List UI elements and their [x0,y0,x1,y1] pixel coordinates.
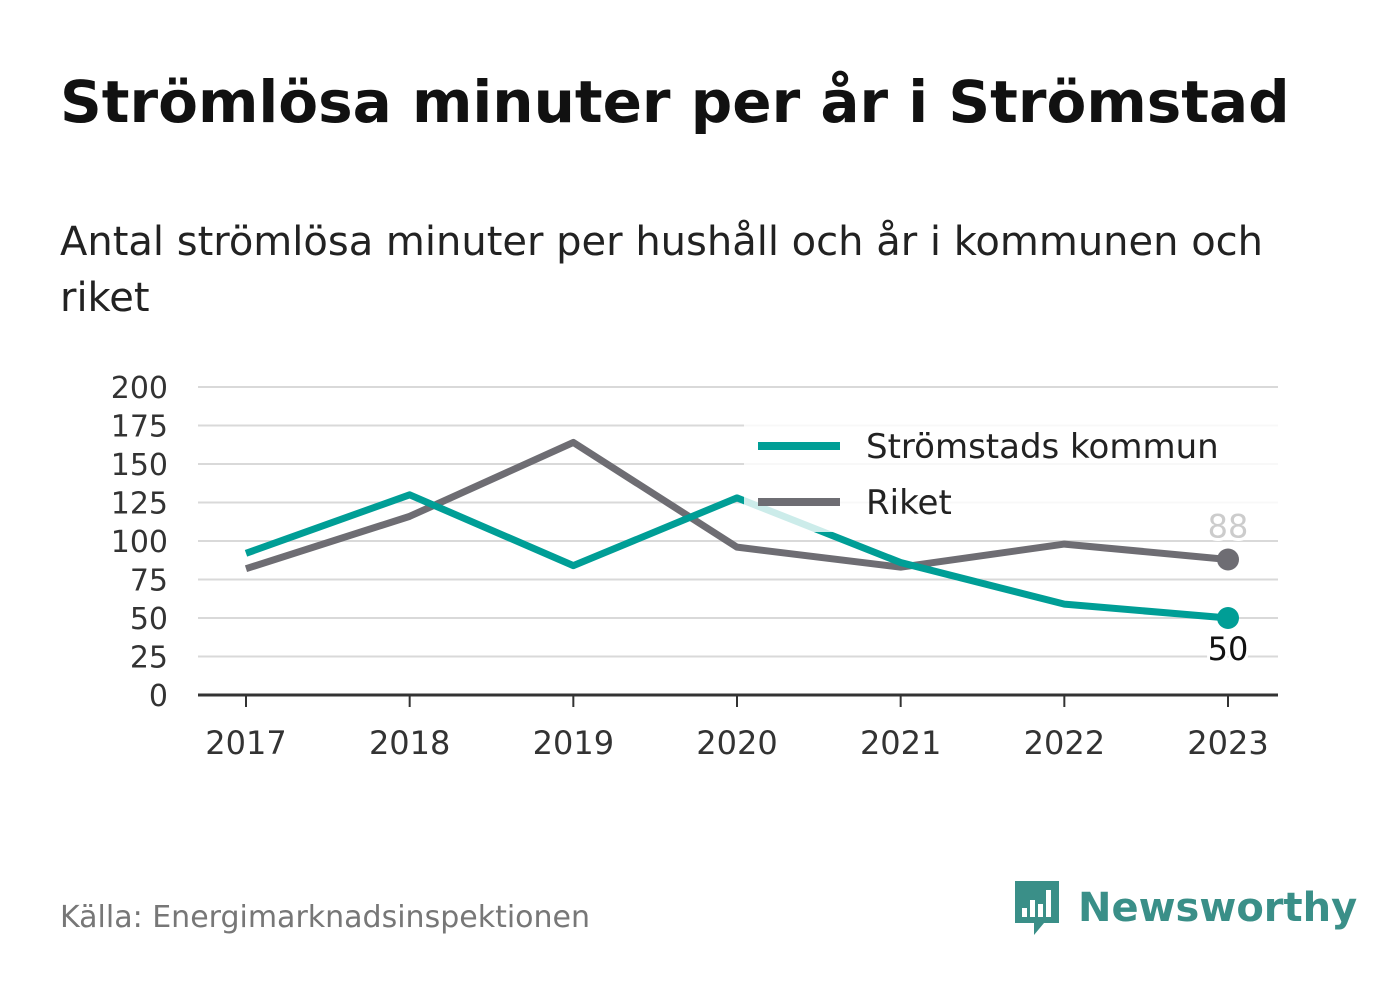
x-tick-label: 2022 [1024,724,1105,762]
x-tick-label: 2020 [696,724,777,762]
series-line-kommun [244,491,1229,622]
x-tick-label: 2018 [369,724,450,762]
legend-label: Riket [866,483,952,523]
y-tick-label: 25 [130,641,168,676]
legend-label: Strömstads kommun [866,427,1219,467]
end-label: 88 [1208,507,1249,545]
y-tick-label: 0 [149,679,168,714]
legend: Strömstads kommun Riket [744,420,1280,532]
y-tick-label: 200 [111,371,168,406]
x-tick-label: 2023 [1187,724,1268,762]
x-tick-label: 2019 [533,724,614,762]
y-tick-label: 100 [111,525,168,560]
x-tick-label: 2017 [205,724,286,762]
chart-title: Strömlösa minuter per år i Strömstad [60,68,1290,136]
source-note: Källa: Energimarknadsinspektionen [60,900,591,935]
chart-subtitle: Antal strömlösa minuter per hushåll och … [60,219,1264,321]
end-label: 50 [1208,630,1249,668]
end-labels: 50 88 [1205,504,1252,671]
end-marker [1217,607,1239,629]
y-tick-label: 50 [130,602,168,637]
end-marker [1217,548,1239,571]
y-tick-label: 75 [130,564,168,599]
brand-logo[interactable]: Newsworthy [1012,878,1357,938]
legend-background [744,420,1280,532]
series-line-riket [244,438,1229,573]
y-tick-label: 175 [111,410,168,445]
y-tick-label: 150 [111,448,168,483]
brand-name: Newsworthy [1078,885,1358,931]
series-lines [244,438,1229,622]
x-tick-label: 2021 [860,724,941,762]
y-tick-label: 125 [111,487,168,522]
bar-chart-speech-bubble-icon [1015,881,1059,935]
